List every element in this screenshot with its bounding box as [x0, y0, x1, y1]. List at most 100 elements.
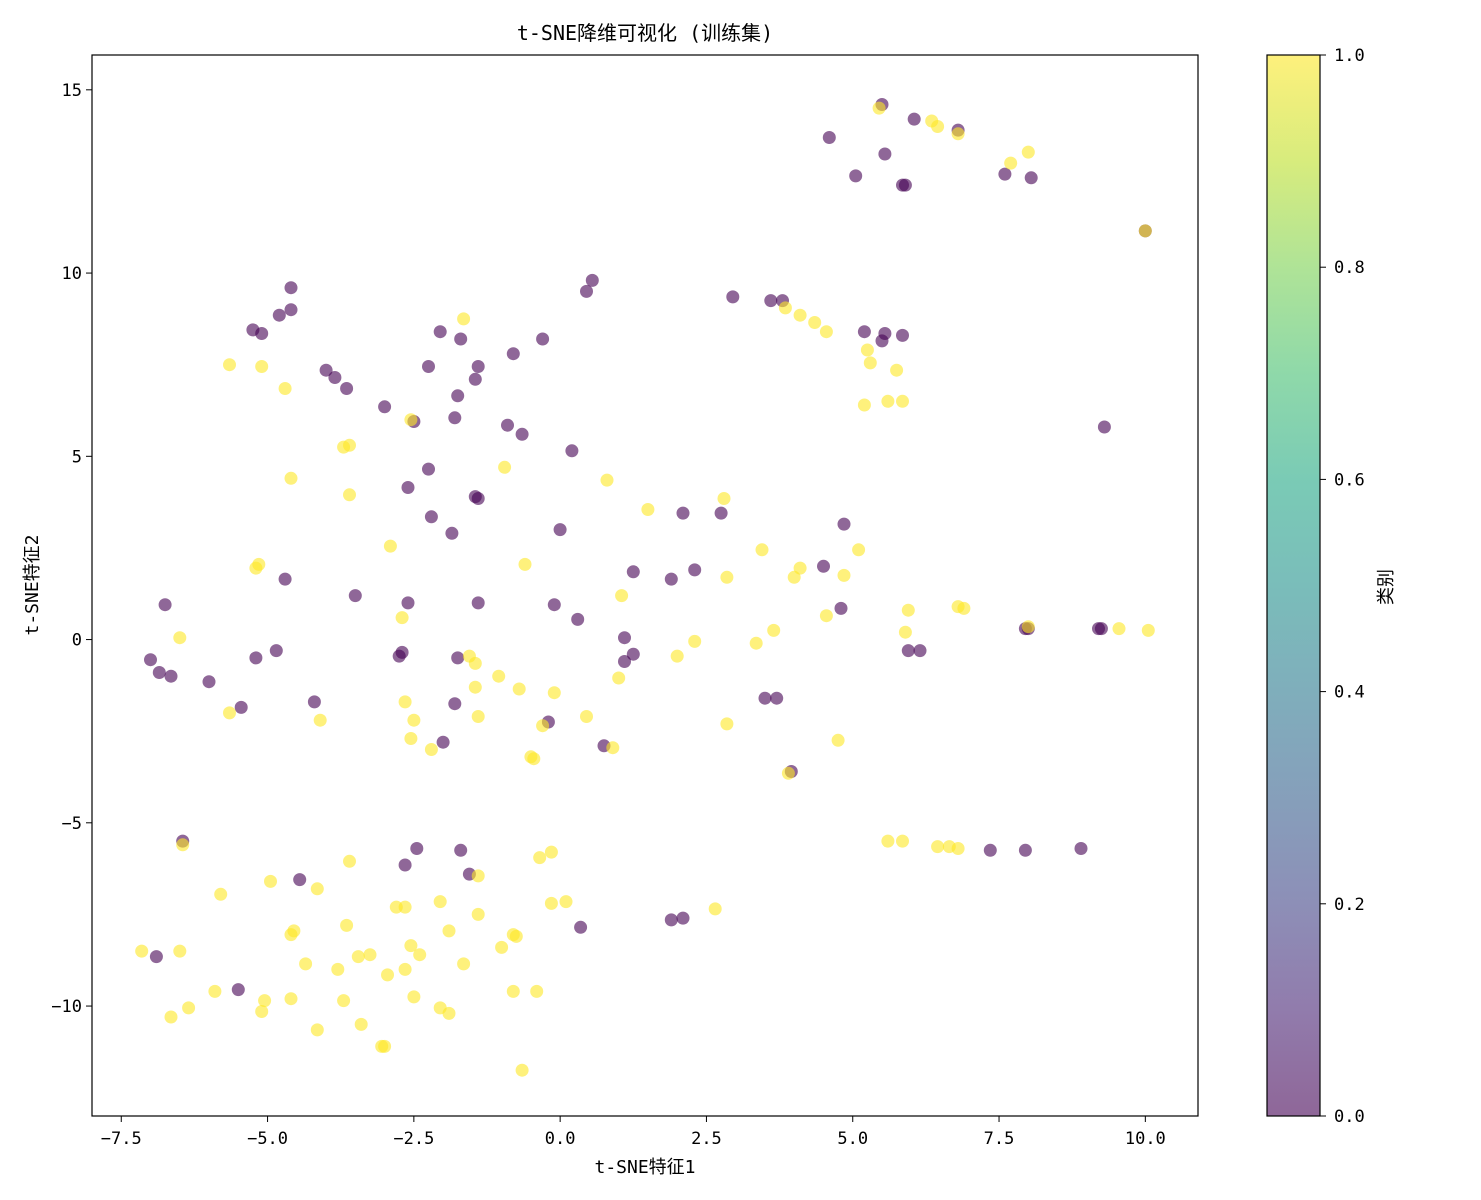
data-point — [208, 984, 222, 998]
data-point — [998, 167, 1012, 181]
data-point — [135, 944, 149, 958]
data-point — [878, 327, 892, 340]
data-point — [863, 356, 877, 370]
colorbar-tick-label: 1.0 — [1334, 46, 1365, 66]
data-point — [512, 682, 526, 696]
data-point — [837, 568, 851, 582]
data-point — [901, 644, 915, 658]
colorbar-axis: 0.0 0.2 0.4 0.6 0.8 1.0 — [1320, 46, 1365, 1127]
colorbar-tick-label: 0.8 — [1334, 258, 1365, 278]
data-point — [328, 371, 342, 384]
data-point — [612, 671, 626, 685]
data-point — [173, 944, 187, 958]
data-point — [454, 843, 468, 857]
data-point — [819, 609, 833, 623]
data-point — [536, 332, 550, 346]
data-point — [164, 1010, 178, 1024]
data-point — [299, 957, 313, 971]
data-point — [764, 294, 778, 308]
data-point — [580, 710, 593, 723]
data-point — [398, 858, 412, 872]
data-point — [424, 743, 438, 756]
data-point — [618, 631, 631, 645]
data-point — [626, 565, 640, 579]
data-point — [234, 700, 248, 714]
data-point — [378, 400, 392, 414]
y-tick-label: 10 — [62, 264, 82, 284]
data-point — [401, 481, 415, 494]
data-point — [231, 983, 245, 997]
data-point — [471, 907, 485, 921]
data-point — [410, 842, 424, 855]
data-point — [284, 471, 298, 485]
data-point — [951, 127, 965, 141]
data-point — [547, 686, 561, 700]
data-point — [515, 427, 529, 441]
data-point — [849, 169, 863, 183]
y-axis: −10 −5 0 5 10 15 — [51, 81, 92, 1017]
data-point — [182, 1001, 196, 1015]
data-point — [957, 601, 971, 615]
colorbar-tick-label: 0.4 — [1334, 683, 1365, 703]
data-point — [544, 845, 558, 859]
data-point — [1141, 623, 1155, 637]
data-point — [343, 854, 356, 868]
data-point — [641, 503, 655, 516]
data-point — [778, 301, 792, 315]
data-point — [258, 994, 272, 1008]
data-point — [293, 873, 307, 887]
data-point — [471, 492, 485, 505]
data-point — [817, 559, 830, 573]
data-point — [770, 691, 784, 705]
data-point — [255, 327, 269, 340]
data-point — [618, 655, 631, 668]
data-point — [544, 896, 558, 910]
colorbar-label: 类别 — [1376, 569, 1397, 605]
data-point — [720, 570, 734, 584]
data-point — [676, 506, 690, 520]
data-point — [1074, 842, 1088, 855]
x-tick-label: 2.5 — [691, 1129, 722, 1149]
data-point — [808, 316, 822, 329]
data-point — [404, 732, 418, 745]
data-point — [860, 343, 874, 357]
data-point — [331, 962, 345, 976]
data-point — [571, 612, 585, 626]
y-tick-label: 0 — [72, 631, 82, 651]
data-point — [351, 950, 365, 964]
data-point — [664, 572, 678, 586]
data-point — [395, 611, 409, 625]
data-point — [343, 488, 356, 502]
data-point — [890, 363, 904, 377]
data-point — [819, 325, 833, 339]
x-axis-label: t-SNE特征1 — [594, 1157, 695, 1178]
data-point — [468, 656, 482, 670]
data-point — [1021, 620, 1035, 634]
data-point — [310, 1023, 324, 1037]
data-point — [255, 1005, 269, 1018]
data-point — [173, 631, 187, 645]
data-point — [223, 706, 236, 720]
data-point — [354, 1017, 368, 1031]
data-point — [398, 695, 412, 709]
data-point — [913, 644, 927, 658]
data-point — [1112, 622, 1126, 636]
data-point — [615, 589, 629, 603]
data-point — [509, 929, 523, 943]
data-point — [983, 843, 997, 857]
data-point — [857, 325, 871, 339]
plot-frame — [91, 54, 1199, 1117]
data-point — [149, 950, 163, 964]
data-point — [506, 984, 520, 998]
data-point — [664, 913, 678, 927]
data-point — [407, 990, 421, 1004]
data-point — [278, 382, 292, 395]
data-point — [951, 842, 965, 855]
data-point — [837, 517, 851, 531]
data-point — [931, 120, 945, 133]
data-point — [375, 1039, 389, 1053]
x-tick-label: −7.5 — [101, 1129, 142, 1149]
data-point — [553, 523, 567, 537]
data-point — [852, 543, 866, 557]
data-point — [433, 325, 447, 339]
